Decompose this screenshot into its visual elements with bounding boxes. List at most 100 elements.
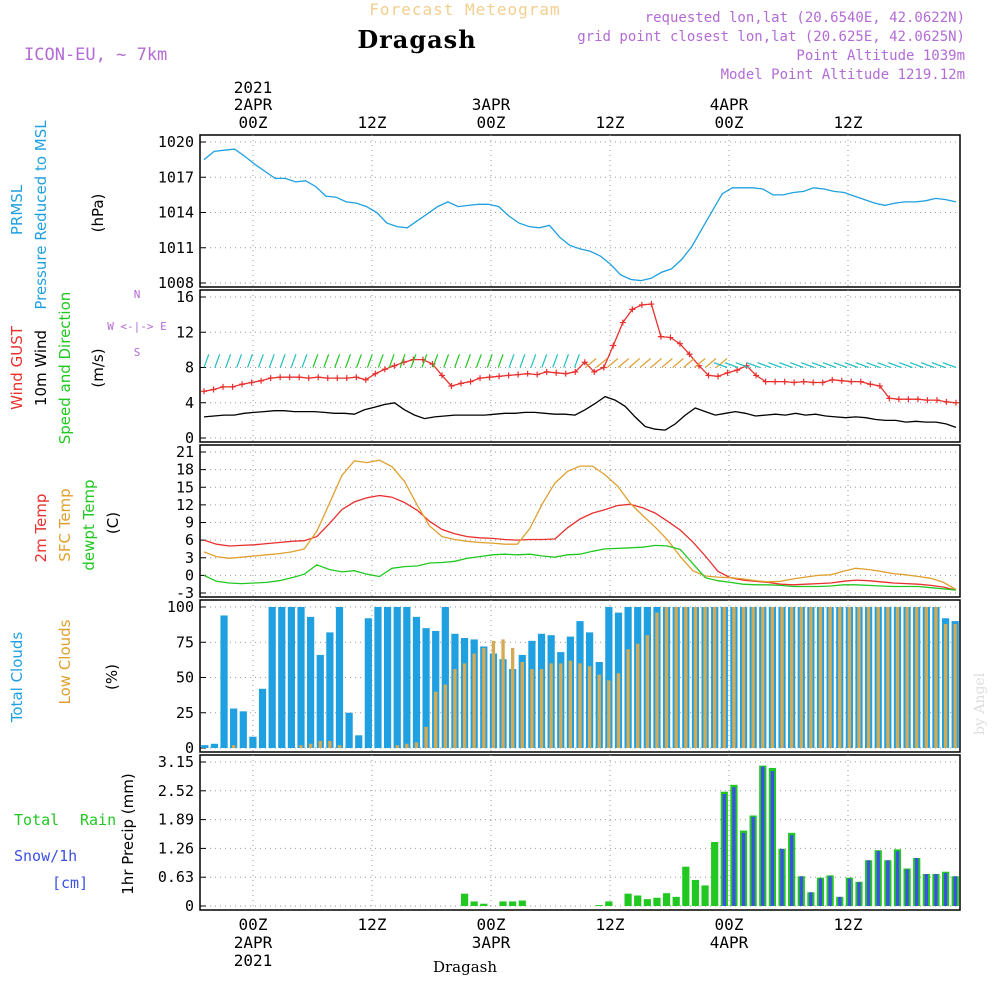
gust-marker bbox=[381, 366, 388, 373]
y-tick-label: 16 bbox=[176, 288, 194, 306]
gust-marker bbox=[201, 388, 207, 395]
gust-marker bbox=[591, 368, 598, 375]
bottom-time-tick: 00Z bbox=[477, 915, 506, 934]
low-cloud-bar bbox=[491, 640, 496, 748]
wind-direction-arrow bbox=[301, 354, 308, 368]
wind-direction-arrow bbox=[942, 362, 957, 369]
snow-bar bbox=[770, 771, 775, 906]
gust-marker bbox=[676, 340, 683, 347]
total-cloud-bar bbox=[393, 607, 401, 748]
wind-direction-arrow bbox=[800, 362, 815, 369]
compass-south: S bbox=[134, 346, 141, 359]
y-tick-label: -3 bbox=[176, 584, 194, 602]
wind-direction-arrow bbox=[746, 362, 761, 369]
gust-marker bbox=[334, 375, 341, 382]
low-cloud-bar bbox=[539, 669, 544, 748]
low-cloud-bar bbox=[684, 607, 688, 748]
low-cloud-bar bbox=[655, 612, 659, 748]
rain-bar bbox=[691, 879, 700, 906]
low-cloud-bar bbox=[443, 684, 447, 748]
wind-direction-arrow bbox=[768, 362, 782, 369]
gust-marker bbox=[296, 374, 303, 381]
total-cloud-bar bbox=[335, 607, 344, 748]
snow-bar bbox=[943, 873, 948, 906]
bottom-time-tick: 00Z bbox=[239, 915, 268, 934]
wind-direction-arrow bbox=[866, 362, 880, 369]
panel-frame bbox=[199, 134, 961, 288]
gust-marker bbox=[534, 371, 541, 378]
wind-direction-arrow bbox=[399, 354, 406, 368]
temp-sfc-label: SFC Temp bbox=[56, 488, 74, 561]
gust-marker bbox=[933, 397, 940, 404]
low-cloud-bar bbox=[607, 680, 611, 748]
rain-bar bbox=[518, 900, 526, 906]
top-time-tick: 12Z bbox=[358, 113, 387, 132]
low-cloud-bar bbox=[472, 653, 476, 748]
gust-marker bbox=[458, 380, 465, 387]
top-date-label: 4APR bbox=[710, 95, 749, 114]
wind-direction-arrow bbox=[617, 358, 630, 368]
wind-direction-arrow bbox=[595, 358, 608, 368]
snow-bar bbox=[780, 848, 784, 906]
low-cloud-bar bbox=[761, 607, 765, 748]
total-cloud-bar bbox=[220, 615, 228, 748]
wind-direction-arrow bbox=[214, 354, 221, 368]
snow-bar bbox=[789, 835, 794, 906]
wind-gust-label: Wind GUST bbox=[8, 325, 26, 410]
panel-frame bbox=[199, 444, 961, 598]
wind-direction-arrow bbox=[735, 362, 750, 369]
total-cloud-bar bbox=[364, 618, 372, 748]
wind-direction-arrow bbox=[844, 362, 859, 369]
low-cloud-bar bbox=[559, 663, 563, 748]
total-cloud-bar bbox=[258, 688, 267, 748]
gust-marker bbox=[543, 368, 550, 375]
gust-marker bbox=[886, 395, 893, 402]
snow-bar bbox=[818, 878, 823, 906]
wind-direction-arrow bbox=[552, 354, 559, 368]
gust-marker bbox=[477, 375, 484, 382]
low-cloud-bar bbox=[693, 607, 698, 748]
low-cloud-bar bbox=[626, 649, 630, 748]
y-tick-label: 12 bbox=[176, 323, 194, 341]
gust-marker bbox=[572, 368, 579, 375]
wind-direction-arrow bbox=[465, 354, 471, 368]
gust-marker bbox=[486, 374, 493, 381]
total-cloud-bar bbox=[201, 745, 209, 748]
top-year-label: 2021 bbox=[234, 78, 273, 97]
snow-bar bbox=[732, 787, 736, 906]
wind-direction-arrow bbox=[694, 358, 706, 368]
low-cloud-bar bbox=[713, 607, 717, 748]
y-tick-label: 15 bbox=[176, 478, 194, 496]
low-cloud-bar bbox=[838, 607, 842, 748]
rain-bar bbox=[634, 895, 642, 906]
gust-marker bbox=[581, 359, 588, 366]
wind-direction-arrow bbox=[290, 354, 297, 368]
wind-direction-arrow bbox=[454, 354, 461, 368]
low-cloud-bar bbox=[789, 607, 794, 748]
gust-marker bbox=[239, 381, 246, 388]
y-tick-label: 3.15 bbox=[158, 753, 194, 771]
gust-marker bbox=[638, 301, 645, 308]
wind-direction-arrow bbox=[388, 354, 395, 368]
low-cloud-bar bbox=[828, 607, 832, 748]
gust-marker bbox=[895, 396, 902, 403]
wind-direction-arrow bbox=[931, 362, 946, 369]
wind-direction-arrow bbox=[672, 358, 684, 368]
gust-marker bbox=[305, 375, 312, 382]
top-time-tick: 12Z bbox=[834, 113, 863, 132]
gust-marker bbox=[324, 375, 331, 382]
low-cloud-bar bbox=[934, 607, 938, 748]
wind-direction-arrow bbox=[356, 354, 362, 368]
wind-direction-arrow bbox=[203, 354, 210, 368]
gust-marker bbox=[524, 370, 531, 377]
series-line bbox=[203, 494, 957, 591]
low-cloud-bar bbox=[741, 607, 746, 748]
low-cloud-bar bbox=[751, 607, 755, 748]
y-tick-label: 1.26 bbox=[158, 839, 194, 857]
rain-bar bbox=[480, 903, 488, 906]
y-tick-label: 6 bbox=[185, 531, 194, 549]
snow-bar bbox=[924, 874, 929, 906]
plot-area: 100810111014101710200481216-303691215182… bbox=[158, 133, 961, 915]
y-tick-label: 0 bbox=[185, 739, 194, 757]
top-date-label: 3APR bbox=[472, 95, 511, 114]
